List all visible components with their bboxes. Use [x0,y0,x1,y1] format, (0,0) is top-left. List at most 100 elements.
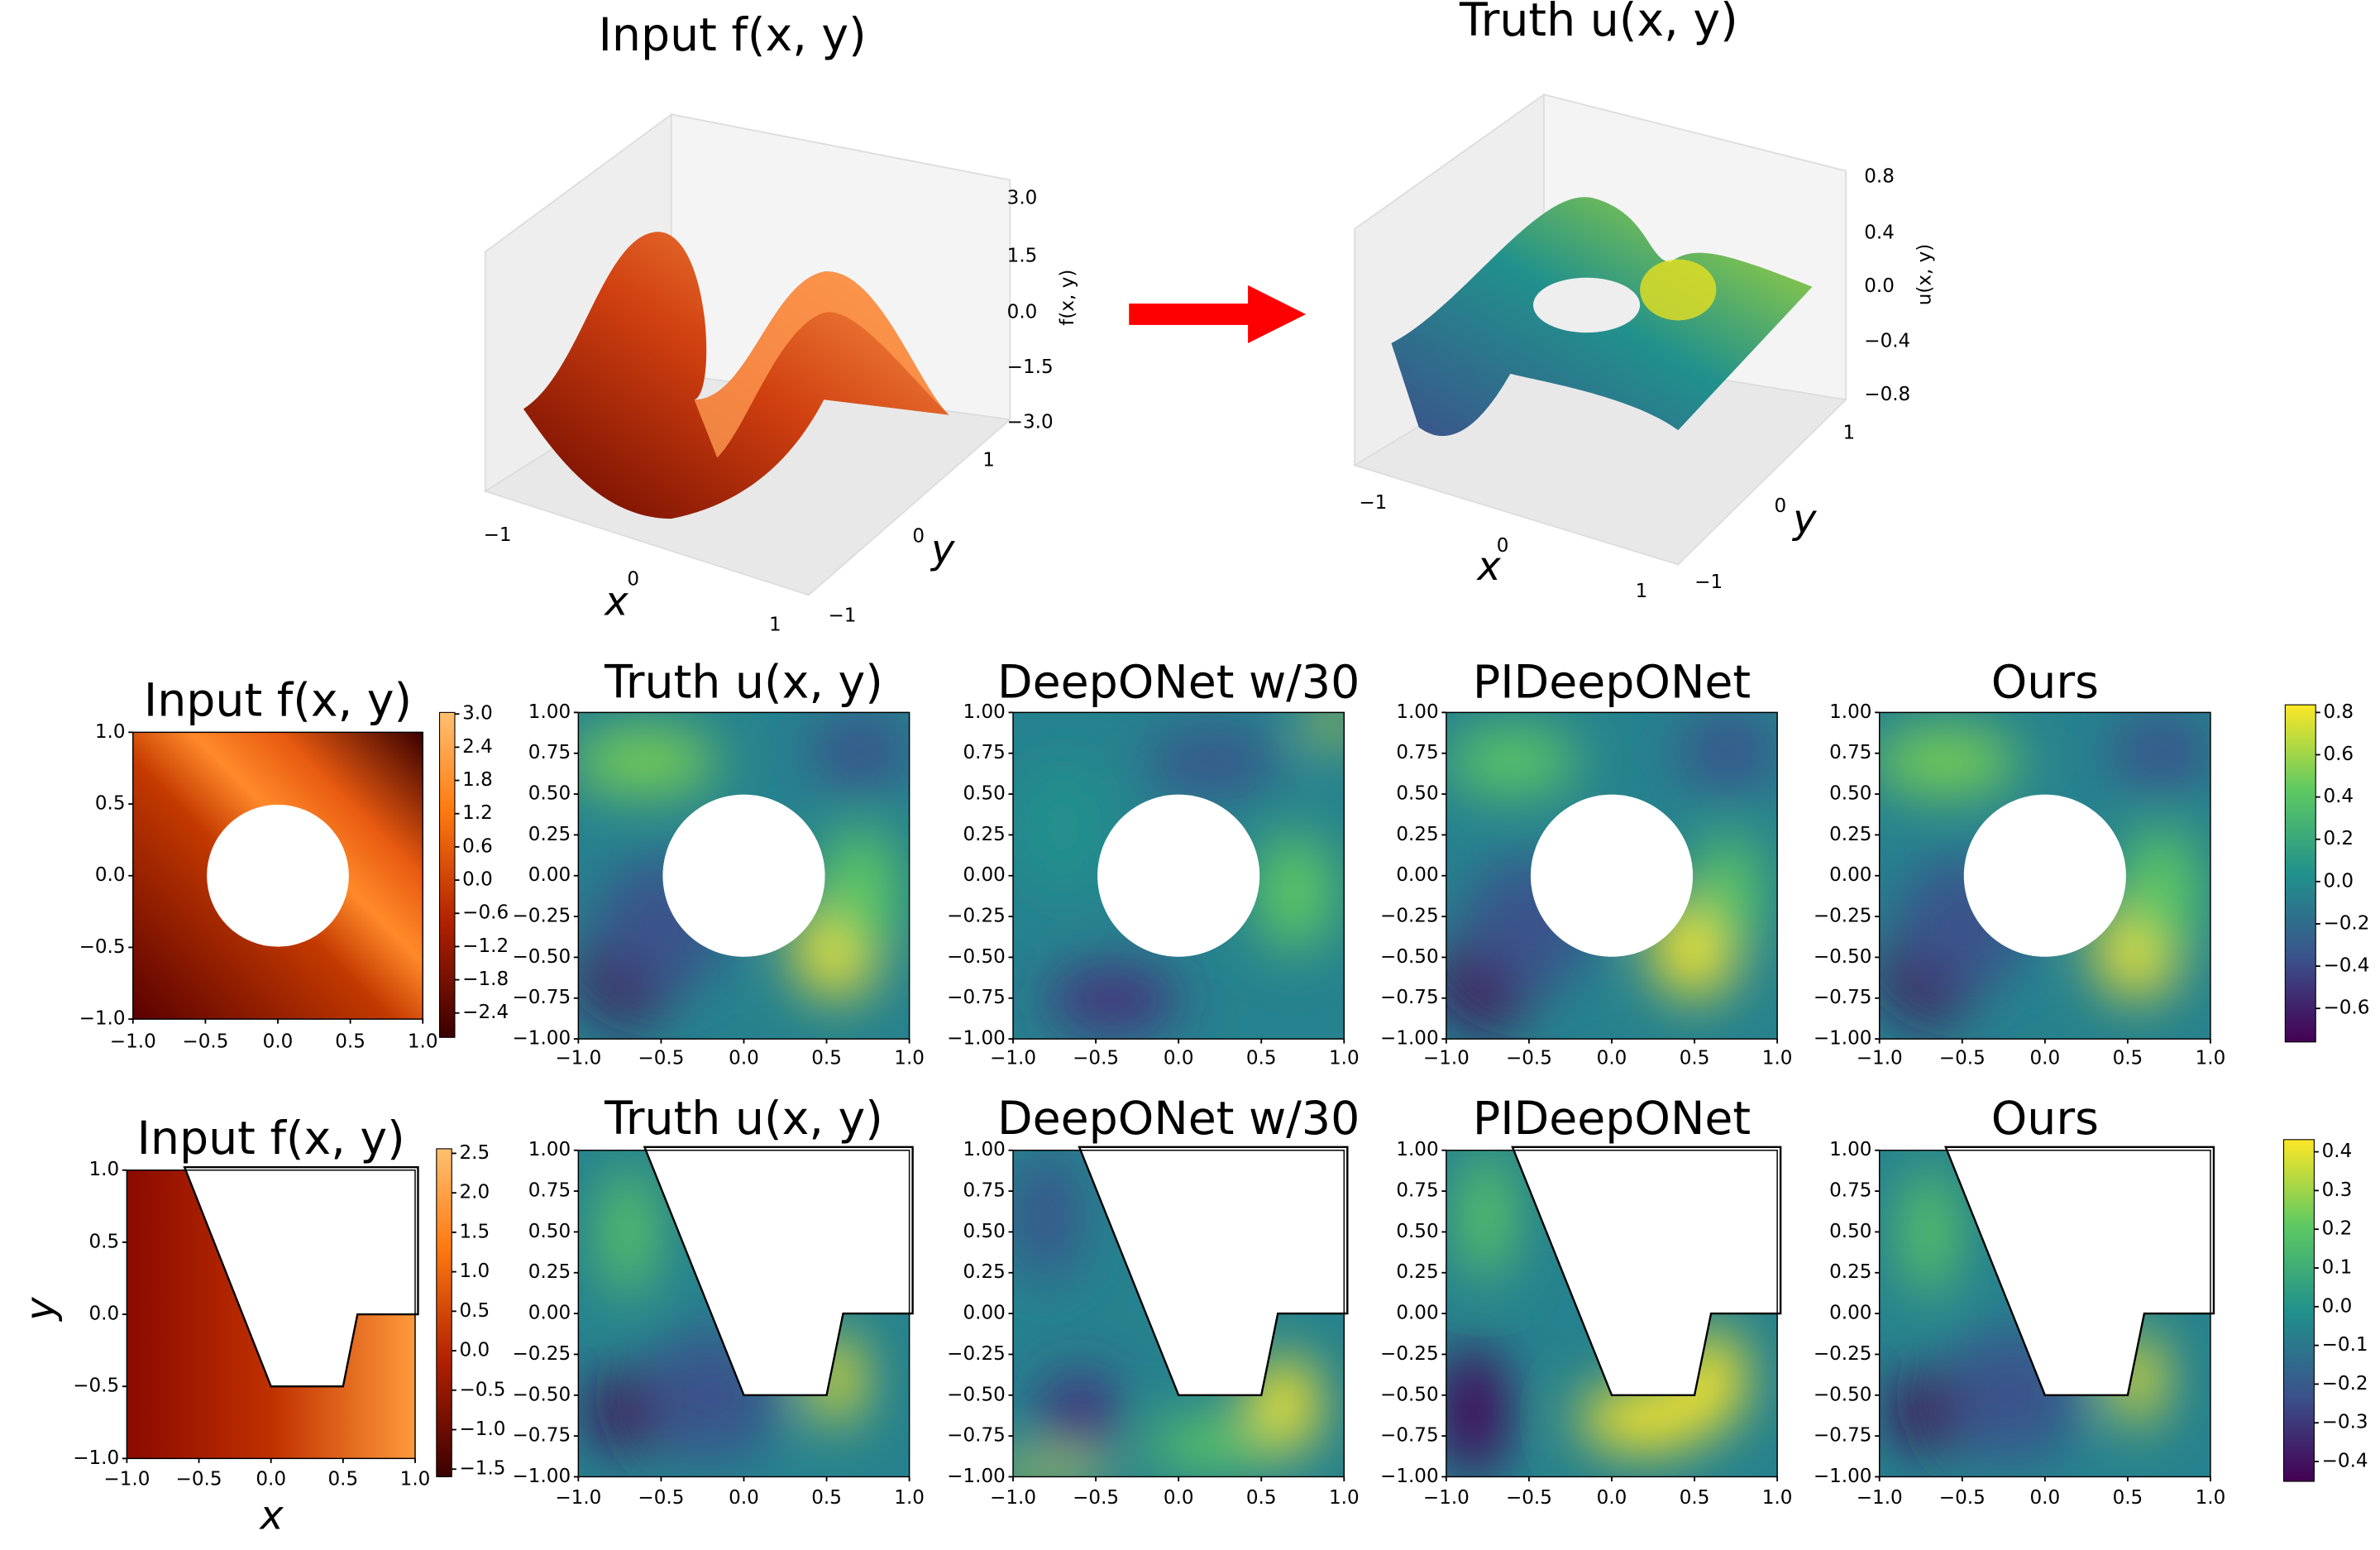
x-tick-label: 1.0 [400,1469,431,1490]
x-tick-label: −0.5 [1506,1048,1552,1069]
colorbar-tick-label: −1.8 [462,969,509,990]
x-tick-label: 0.5 [1246,1487,1277,1509]
domain-cutout [1511,1146,1782,1396]
y-tick-label: 0 [912,526,925,548]
z-tick-label: −3.0 [1007,411,1054,433]
colorbar [436,1148,452,1478]
y-tick-label: 0.75 [1829,1180,1871,1202]
x-tick-label: 1.0 [1329,1487,1360,1509]
field-blob [1013,1463,1113,1477]
x-tick-label: −0.5 [1073,1048,1119,1069]
y-tick-label: 0.00 [1396,1303,1438,1324]
x-tick-label: 0.0 [2030,1487,2061,1509]
y-tick-label: 0.75 [1396,1180,1438,1202]
x-tick-label: 0.0 [263,1031,294,1052]
x-label: x [258,1492,284,1538]
y-tick-label: −0.50 [947,946,1006,968]
y-tick-label: −0.5 [79,936,126,958]
x-tick-label: 0.5 [811,1487,842,1509]
panel-title: Input f(x, y) [137,1112,405,1165]
colorbar-tick-label: 1.8 [462,769,493,791]
y-tick-label: 0.5 [95,793,126,815]
x-tick-label: −1.0 [1423,1487,1470,1509]
x-tick-label: −0.5 [176,1469,222,1490]
z-tick-label: −0.4 [1864,331,1910,352]
y-tick-label: −1.00 [947,1466,1006,1487]
panel-title: Input f(x, y) [144,674,412,727]
colorbar-tick-label: −0.4 [2322,1451,2368,1472]
colorbar-tick-label: −0.2 [2323,912,2369,934]
y-tick-label: 0.75 [528,742,571,763]
y-tick-label: 0.25 [1396,824,1438,845]
colorbar-tick-label: 1.5 [459,1221,490,1242]
y-tick-label: 0.25 [1396,1261,1438,1283]
y-tick-label: −1.00 [1814,1028,1872,1050]
y-tick-label: −1.00 [947,1028,1006,1050]
y-label: y [930,527,955,573]
colorbar-tick-label: 2.0 [459,1182,490,1203]
domain-hole [662,794,825,957]
y-tick-label: −0.50 [512,946,571,968]
peak [1640,259,1717,321]
x-tick-label: −1.0 [110,1031,156,1052]
y-tick-label: −0.50 [1380,1384,1439,1405]
y-tick-label: 1.0 [95,721,126,743]
x-tick-label: 1 [769,615,781,636]
x-tick-label: −1.0 [990,1487,1036,1509]
field-blob [1879,729,2019,795]
y-tick-label: −0.75 [512,987,571,1008]
x-tick-label: 0.0 [1164,1048,1194,1069]
domain-cutout [183,1166,419,1388]
x-tick-label: −0.5 [1073,1487,1119,1509]
y-tick-label: −0.25 [512,1343,571,1365]
y-tick-label: 1.00 [1396,1139,1438,1160]
x-tick-label: 1.0 [894,1487,925,1509]
y-tick-label: 0.00 [963,864,1005,886]
y-tick-label: 1.00 [528,1139,571,1160]
x-tick-label: 0.5 [2113,1487,2143,1509]
field-blob [1678,712,1778,792]
x-tick-label: −1.0 [103,1469,150,1490]
z-tick-label: −0.8 [1864,384,1910,405]
colorbar-tick-label: −1.0 [459,1418,505,1440]
domain-cutout [643,1146,914,1396]
x-tick-label: 1.0 [2196,1048,2226,1069]
colorbar [2284,704,2316,1043]
y-tick-label: −0.25 [512,906,571,927]
y-tick-label: 0.00 [1396,864,1438,886]
domain-hole [207,804,349,947]
y-tick-label: 0.50 [1829,783,1871,805]
colorbar [2282,1139,2315,1482]
y-tick-label: 0.00 [528,1303,571,1324]
colorbar-tick-label: 0.2 [2322,1218,2353,1240]
y-tick-label: −1 [828,605,856,627]
x-tick-label: −1 [1359,492,1387,514]
field-blobs [1013,712,1345,1033]
colorbar-tick-label: 3.0 [462,703,493,725]
x-tick-label: −0.5 [1506,1487,1552,1509]
x-tick-label: 0.0 [256,1469,286,1490]
top-3d [483,93,1848,596]
y-tick-label: −0.75 [947,987,1006,1008]
field-blob [1251,1356,1318,1454]
field [1013,712,1345,1040]
y-tick-label: 1.00 [963,701,1005,723]
x-tick-label: −1 [484,524,512,546]
y-tick-label: −0.75 [1814,987,1872,1008]
x-tick-label: −1.0 [990,1048,1036,1069]
x-label: x [603,578,628,624]
y-tick-label: 0.75 [1829,742,1871,763]
y-tick-label: 1.00 [1829,701,1871,723]
y-tick-label: 1.00 [963,1139,1005,1160]
field-blob [1255,833,1335,951]
y-tick-label: −0.50 [1814,946,1872,968]
colorbar-tick-label: −0.6 [2323,997,2369,1019]
colorbar-tick-label: −2.4 [462,1002,509,1023]
colorbar-tick-label: −0.1 [2322,1334,2368,1356]
y-tick-label: 0.00 [528,864,571,886]
x-tick-label: 0.0 [1597,1487,1627,1509]
x-tick-label: −1.0 [1857,1487,1903,1509]
y-tick-label: −0.50 [1814,1384,1872,1405]
row: 1.0 0.5 0.0 −0.5 −1.0 −1.0 −0.5 0.0 0.5 1.0 Input … [73,1093,2368,1509]
y-tick-label: 0.0 [95,864,126,886]
